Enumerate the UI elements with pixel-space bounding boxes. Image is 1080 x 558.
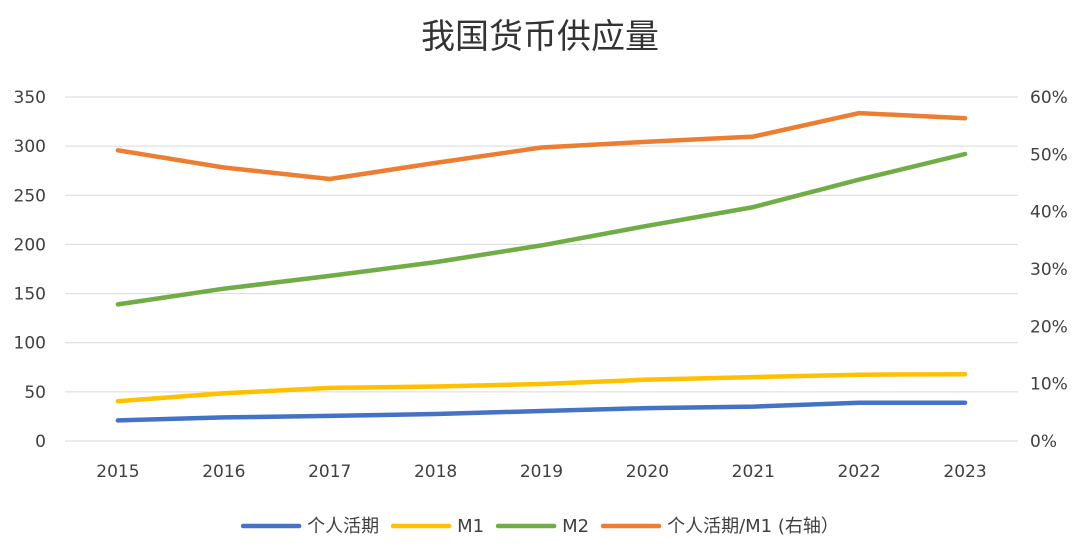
x-tick-label: 2019 [520, 462, 563, 482]
right-tick-label: 10% [1030, 375, 1068, 395]
left-tick-label: 300 [14, 137, 46, 157]
right-tick-label: 60% [1030, 88, 1068, 108]
left-tick-label: 250 [14, 186, 46, 206]
series-line [115, 371, 968, 404]
series-line [115, 110, 968, 182]
left-axis-ticks: 0 50 100 150 200 250 300 350 [14, 88, 46, 452]
x-tick-label: 2015 [96, 462, 139, 482]
x-tick-label: 2018 [414, 462, 457, 482]
left-tick-label: 50 [24, 383, 46, 403]
legend-label: M2 [562, 516, 589, 537]
right-tick-label: 50% [1030, 145, 1068, 165]
x-tick-label: 2017 [308, 462, 351, 482]
left-tick-label: 150 [14, 285, 46, 305]
right-tick-label: 0% [1030, 432, 1057, 452]
series-line [115, 400, 968, 423]
left-tick-label: 100 [14, 334, 46, 354]
legend-label: 个人活期/M1 (右轴） [667, 516, 839, 537]
x-tick-label: 2021 [732, 462, 775, 482]
left-tick-label: 200 [14, 235, 46, 255]
x-tick-label: 2016 [202, 462, 245, 482]
x-tick-label: 2022 [838, 462, 881, 482]
x-tick-label: 2020 [626, 462, 669, 482]
x-axis-ticks: 2015 2016 2017 2018 2019 2020 2021 2022 2023 [96, 462, 986, 482]
right-tick-label: 30% [1030, 260, 1068, 280]
left-tick-label: 350 [14, 88, 46, 108]
legend: 个人活期 M1 M2 个人活期/M1 (右轴） [240, 516, 839, 537]
right-tick-label: 40% [1030, 203, 1068, 223]
right-axis-ticks: 0% 10% 20% 30% 40% 50% 60% [1030, 88, 1068, 452]
chart-title: 我国货币供应量 [421, 17, 659, 57]
x-tick-label: 2023 [943, 462, 986, 482]
right-tick-label: 20% [1030, 317, 1068, 337]
series-line [115, 151, 968, 307]
legend-label: M1 [457, 516, 484, 537]
series-lines [115, 110, 968, 423]
legend-label: 个人活期 [307, 516, 379, 537]
left-tick-label: 0 [35, 432, 46, 452]
